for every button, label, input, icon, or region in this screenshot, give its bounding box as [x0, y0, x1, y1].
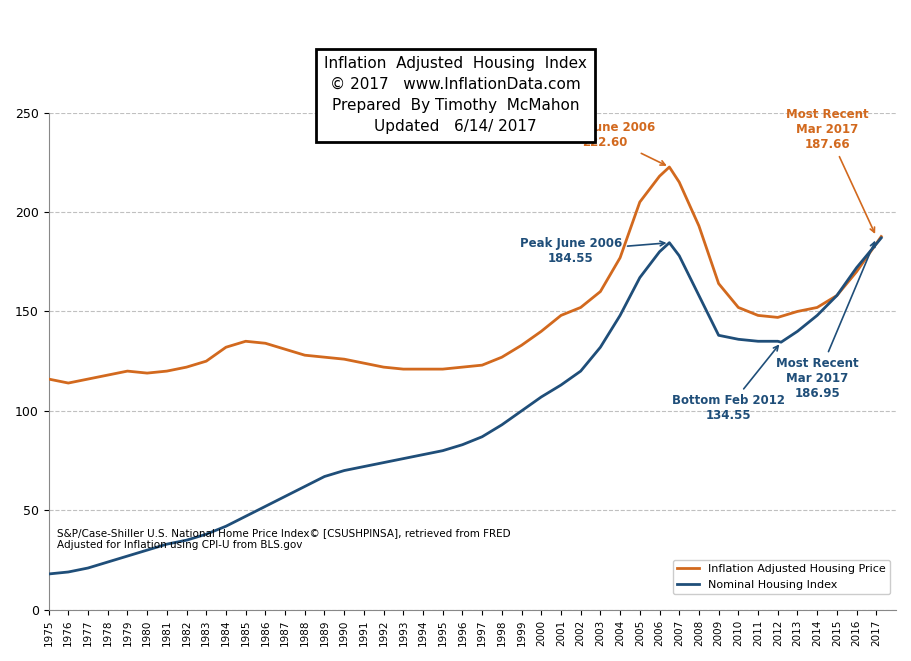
Text: Peak June 2006
184.55: Peak June 2006 184.55 — [519, 237, 665, 264]
Text: Most Recent
Mar 2017
186.95: Most Recent Mar 2017 186.95 — [776, 242, 875, 400]
Text: Bottom Feb 2012
134.55: Bottom Feb 2012 134.55 — [672, 346, 785, 422]
Text: Most Recent
Mar 2017
187.66: Most Recent Mar 2017 187.66 — [785, 108, 875, 232]
Text: Inflation  Adjusted  Housing  Index
© 2017   www.InflationData.com
Prepared  By : Inflation Adjusted Housing Index © 2017 … — [324, 56, 587, 134]
Text: S&P/Case-Shiller U.S. National Home Price Index© [CSUSHPINSA], retrieved from FR: S&P/Case-Shiller U.S. National Home Pric… — [57, 529, 511, 550]
Legend: Inflation Adjusted Housing Price, Nominal Housing Index: Inflation Adjusted Housing Price, Nomina… — [672, 560, 890, 594]
Text: Peak June 2006
222.60: Peak June 2006 222.60 — [553, 122, 665, 165]
